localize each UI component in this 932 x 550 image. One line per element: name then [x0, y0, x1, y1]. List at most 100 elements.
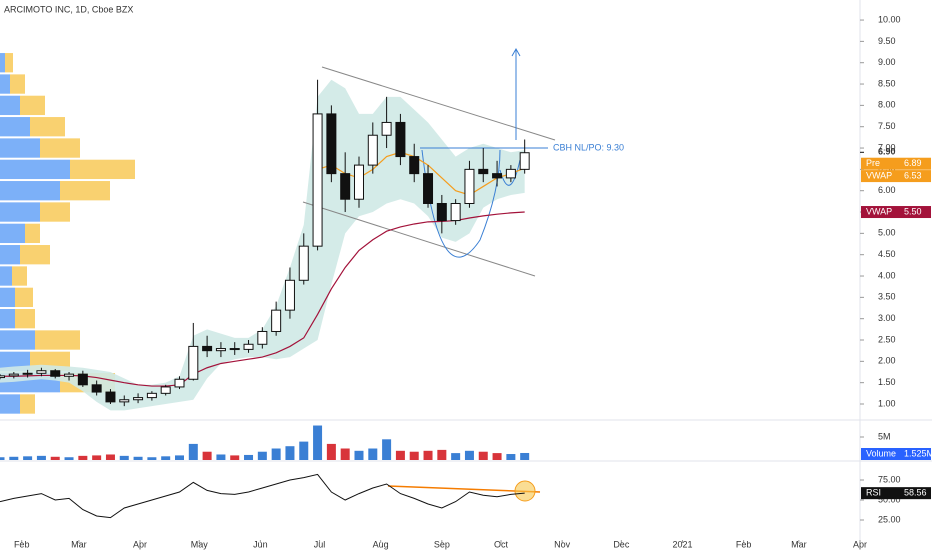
profile-down [5, 53, 13, 73]
y-tick-label: 6.00 [878, 185, 896, 195]
candle-body [492, 173, 503, 179]
y-tick-label: 8.50 [878, 78, 896, 88]
profile-up [0, 159, 70, 180]
volume-bar [64, 457, 74, 460]
profile-up [0, 223, 25, 244]
volume-bar [92, 455, 102, 460]
candle-body [160, 386, 171, 394]
volume-bar [36, 455, 46, 460]
volume-bar [202, 451, 212, 460]
candle-body [381, 121, 392, 136]
profile-up [0, 287, 15, 308]
x-tick-label: Mar [791, 539, 807, 549]
candle-body [133, 397, 144, 401]
profile-down [20, 394, 35, 414]
volume-bar [23, 456, 33, 460]
y-tick-label: 9.00 [878, 57, 896, 67]
highlight [514, 480, 536, 502]
y-tick-label: 7.00 [878, 142, 896, 152]
badge [861, 206, 931, 219]
y-tick-label: 7.50 [878, 121, 896, 131]
profile-down [20, 245, 50, 265]
volume-bar [520, 452, 530, 460]
volume-bar [271, 448, 281, 460]
volume-bar [133, 456, 143, 460]
y-tick-label: 8.00 [878, 100, 896, 110]
channel-bottom [302, 201, 536, 277]
volume-bar [230, 455, 240, 460]
profile-up [0, 74, 10, 94]
candle-body [22, 372, 33, 375]
candle-body [409, 156, 420, 175]
candle-body [8, 373, 19, 377]
y-tick-label: 3.50 [878, 292, 896, 302]
badge-value: 6.89 [904, 158, 922, 168]
x-tick-label: Mar [71, 539, 87, 549]
volume-bar [409, 451, 419, 460]
badge-name: Volume [866, 448, 896, 458]
candle-body [271, 309, 282, 332]
vwap-line [317, 151, 525, 196]
x-tick-label: Feb [736, 539, 752, 549]
volume-bar [368, 448, 378, 460]
candle-body [367, 134, 378, 166]
profile-up [0, 202, 40, 222]
volume-bar [105, 454, 115, 460]
profile-up [0, 117, 30, 137]
candle-body [64, 373, 75, 377]
y-tick-label: 3.00 [878, 313, 896, 323]
y-tick-label: 4.50 [878, 249, 896, 259]
volume-bar [9, 456, 19, 460]
volume-bar [244, 454, 254, 460]
annotation: CBH NL/PO: 9.30 [553, 142, 624, 152]
x-tick-label: 2021 [672, 539, 692, 549]
volume-bar [78, 455, 88, 460]
badge-value: 58.56 [904, 488, 927, 498]
candle-body [436, 202, 447, 222]
candle-body [77, 373, 88, 386]
candle-body [353, 164, 364, 200]
candle-body [450, 202, 461, 222]
arrow-head [511, 47, 521, 57]
candle-body [340, 173, 351, 200]
x-tick-label: Dec [613, 539, 630, 549]
volume-bar [326, 443, 336, 460]
volume-bar [257, 451, 267, 460]
y-tick-label: 1.50 [878, 377, 896, 387]
profile-up [0, 245, 20, 265]
volume-bar [340, 448, 350, 460]
badge-value: 1.525M [904, 448, 932, 458]
candle-body [312, 113, 323, 247]
y-tick-label: 10.00 [878, 14, 901, 24]
volume-bar [464, 450, 474, 460]
candle-body [505, 168, 516, 179]
candle-body [298, 245, 309, 281]
profile-up [0, 181, 60, 201]
candle-body [174, 378, 185, 388]
candle-body [464, 168, 475, 204]
candle-body [478, 168, 489, 175]
y-tick-label: 25.00 [878, 514, 901, 524]
candle-body [119, 399, 130, 403]
badge [861, 157, 931, 170]
y-tick-label: 5.00 [878, 228, 896, 238]
profile-up [0, 394, 20, 414]
x-tick-label: Apr [133, 539, 147, 549]
candle-body [215, 348, 226, 352]
volume-bar [161, 456, 171, 460]
x-tick-label: May [191, 539, 209, 549]
chart-title: ARCIMOTO INC, 1D, Cboe BZX [4, 4, 133, 14]
rsi-line [0, 473, 525, 519]
volume-bar [506, 454, 516, 460]
profile-down [12, 266, 27, 286]
badge-name: Pre [866, 158, 880, 168]
profile-down [15, 309, 35, 329]
badge [861, 487, 931, 500]
badge-value: 6.53 [904, 170, 922, 180]
x-tick-label: Aug [373, 539, 389, 549]
y-tick-label: 2.50 [878, 334, 896, 344]
y-tick-label: 4.00 [878, 270, 896, 280]
x-tick-label: Oct [494, 539, 509, 549]
profile-down [40, 138, 80, 158]
